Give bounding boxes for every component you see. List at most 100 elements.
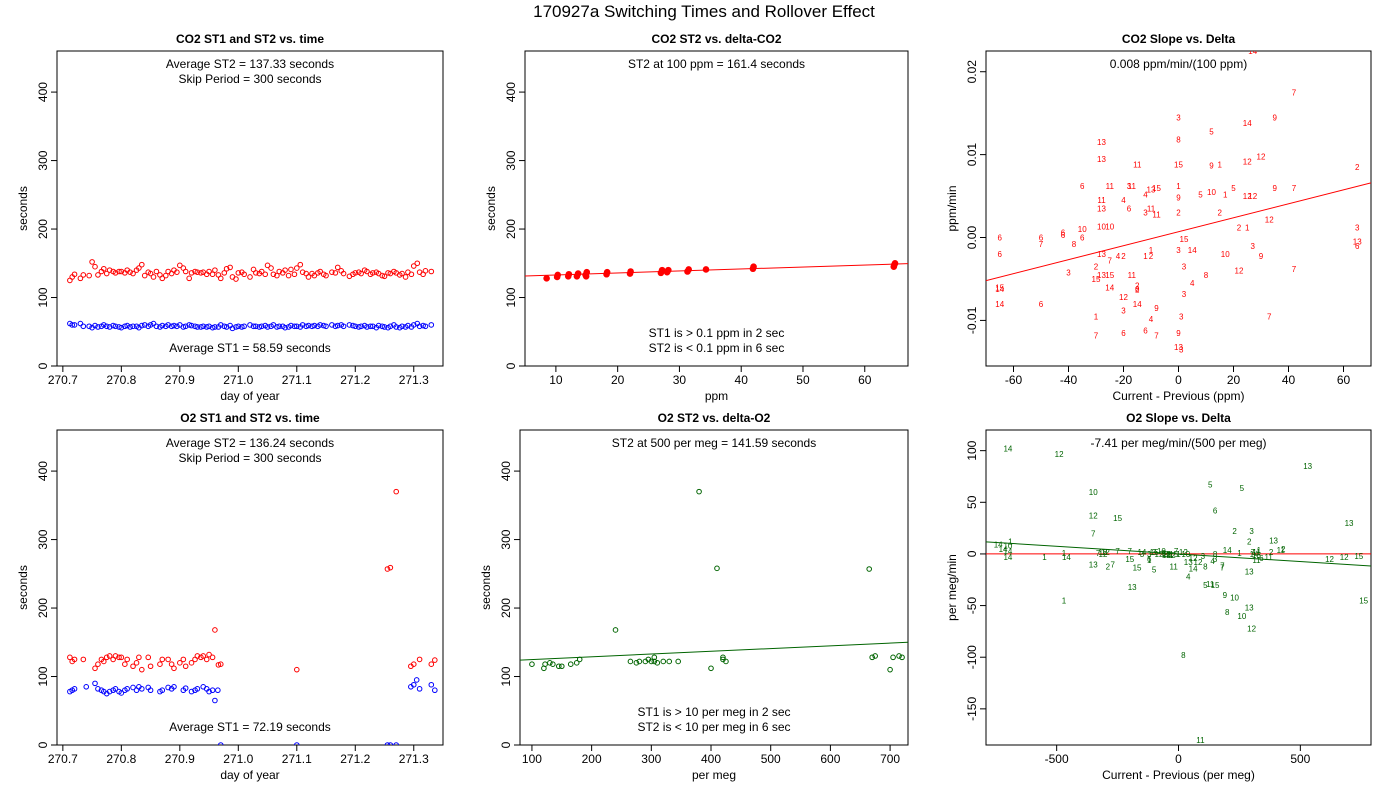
data-point-label: 14 — [995, 300, 1004, 309]
data-point — [92, 680, 98, 687]
data-point — [106, 688, 113, 695]
data-point-label: 12 — [1099, 548, 1108, 557]
data-point — [171, 683, 177, 690]
data-point — [393, 324, 400, 330]
data-point-label: 10 — [1105, 223, 1114, 232]
data-point — [217, 275, 224, 282]
data-point — [274, 272, 280, 279]
data-point — [233, 324, 239, 330]
data-point — [723, 658, 729, 665]
data-point — [270, 271, 277, 278]
data-point — [633, 660, 640, 666]
y-tick-label: 0 — [36, 362, 50, 369]
data-point — [299, 269, 306, 275]
y-tick-label: 0 — [499, 741, 513, 748]
data-point — [355, 324, 362, 330]
data-point — [159, 687, 166, 694]
data-point-label: 10 — [1230, 593, 1239, 602]
data-point-label: 14 — [999, 545, 1008, 554]
data-point-label: 7 — [1162, 550, 1167, 559]
data-point — [352, 323, 359, 330]
data-point — [627, 268, 634, 275]
data-point — [399, 323, 405, 330]
chart-title: CO2 ST1 and ST2 vs. time — [176, 32, 324, 46]
data-point — [636, 658, 643, 665]
data-point-label: 2 — [1247, 538, 1252, 547]
data-point — [428, 322, 435, 328]
data-point — [127, 324, 133, 330]
data-point — [416, 323, 423, 330]
data-point-label: 14 — [1223, 546, 1232, 555]
data-point — [159, 322, 166, 329]
data-point — [416, 656, 423, 663]
data-point — [106, 267, 113, 273]
data-point-label: 13 — [1097, 271, 1106, 280]
data-point — [212, 267, 218, 273]
data-point — [370, 323, 376, 330]
data-point-label: 15 — [1105, 271, 1114, 280]
data-point — [203, 656, 210, 663]
x-tick-label: 30 — [673, 373, 687, 387]
data-point-label: 6 — [1061, 231, 1066, 240]
data-point — [95, 272, 101, 278]
data-point-label: 2 — [1149, 252, 1154, 261]
data-point-label: 11 — [1265, 553, 1274, 562]
plot-frame — [56, 429, 444, 746]
data-point — [116, 268, 122, 275]
data-point-label: 14 — [1133, 300, 1142, 309]
data-point — [288, 322, 294, 329]
data-point-label: 10 — [1237, 612, 1246, 621]
data-point-label: 7 — [1251, 548, 1256, 557]
data-point-label: 12 — [1055, 450, 1064, 459]
data-point-label: 13 — [1245, 604, 1254, 613]
data-point-label: 13 — [1174, 343, 1183, 352]
data-point — [364, 324, 370, 330]
data-point — [385, 270, 391, 276]
data-point-label: 12 — [1167, 551, 1176, 560]
plot-frame — [56, 50, 444, 367]
data-point — [130, 663, 136, 670]
data-point — [147, 322, 154, 328]
page-title: 170927a Switching Times and Rollover Eff… — [533, 2, 875, 21]
data-point-label: 12 — [1243, 192, 1252, 201]
data-point-label: 11 — [1152, 210, 1161, 219]
data-point — [352, 270, 359, 276]
data-point — [405, 322, 411, 329]
data-point — [188, 660, 195, 666]
data-point-label: 11 — [1169, 562, 1178, 571]
data-point-label: 12 — [1179, 548, 1188, 557]
data-point — [293, 666, 300, 673]
data-point — [381, 324, 388, 330]
data-point — [702, 266, 710, 273]
data-point — [89, 259, 95, 265]
data-point — [71, 686, 78, 692]
data-point-label: 11 — [1206, 580, 1215, 589]
data-point — [147, 663, 154, 670]
data-point-label: 4 — [1143, 190, 1148, 199]
data-point-label: 10 — [1221, 250, 1230, 259]
data-point-label: 2 — [1135, 282, 1140, 291]
x-tick-label: -20 — [1115, 373, 1133, 387]
x-tick-label: 300 — [641, 752, 661, 766]
y-tick-label: 200 — [36, 598, 50, 618]
data-point — [379, 323, 385, 330]
data-point — [253, 323, 259, 330]
data-point — [130, 684, 136, 691]
data-point-label: 3 — [1251, 242, 1256, 251]
annotation: ST1 is > 10 per meg in 2 sec — [637, 705, 790, 719]
data-point — [379, 272, 385, 279]
data-point — [139, 261, 145, 268]
data-point-label: 12 — [1257, 152, 1266, 161]
plot-frame — [985, 429, 1372, 746]
data-point-label: 7 — [1039, 240, 1044, 249]
data-point — [139, 666, 145, 673]
data-point — [565, 270, 573, 278]
data-point — [268, 265, 274, 271]
y-axis-label: seconds — [16, 186, 30, 231]
data-point-label: 8 — [1176, 136, 1181, 145]
data-point-label: 14 — [1105, 283, 1114, 292]
data-point-label: 6 — [1147, 555, 1152, 564]
data-point-label: 9 — [1273, 184, 1278, 193]
data-point — [192, 323, 198, 330]
data-point — [223, 324, 230, 330]
